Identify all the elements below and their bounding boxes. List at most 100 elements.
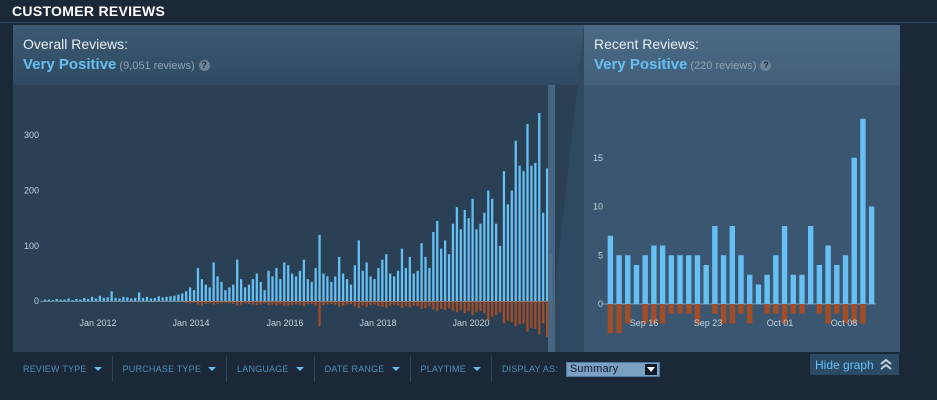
recent-summary-text[interactable]: Very Positive	[594, 56, 688, 73]
display-as-select[interactable]: Summary	[565, 361, 660, 377]
negative-bar[interactable]	[326, 301, 329, 305]
positive-bar[interactable]	[455, 207, 459, 302]
positive-bar[interactable]	[275, 268, 278, 302]
positive-bar[interactable]	[471, 198, 474, 302]
positive-bar[interactable]	[137, 292, 141, 302]
negative-bar[interactable]	[447, 301, 451, 309]
negative-bar[interactable]	[251, 301, 255, 305]
positive-bar[interactable]	[188, 287, 192, 302]
positive-bar[interactable]	[114, 297, 117, 302]
positive-bar[interactable]	[220, 281, 223, 302]
negative-bar[interactable]	[471, 301, 474, 316]
negative-bar[interactable]	[659, 304, 666, 324]
negative-bar[interactable]	[747, 304, 753, 324]
positive-bar[interactable]	[310, 281, 313, 302]
positive-bar[interactable]	[467, 218, 470, 302]
filter-playtime[interactable]: PLAYTIME	[411, 356, 492, 382]
negative-bar[interactable]	[834, 304, 840, 314]
positive-bar[interactable]	[747, 274, 753, 304]
negative-bar[interactable]	[314, 301, 317, 306]
negative-bar[interactable]	[196, 301, 200, 305]
positive-bar[interactable]	[816, 265, 823, 304]
positive-bar[interactable]	[47, 299, 51, 302]
positive-bar[interactable]	[322, 273, 325, 302]
negative-bar[interactable]	[510, 301, 513, 323]
negative-bar[interactable]	[825, 304, 831, 324]
positive-bar[interactable]	[255, 273, 258, 302]
negative-bar[interactable]	[208, 301, 211, 304]
negative-bar[interactable]	[738, 304, 744, 314]
positive-bar[interactable]	[514, 140, 517, 302]
negative-bar[interactable]	[483, 301, 486, 314]
positive-bar[interactable]	[451, 223, 455, 302]
negative-bar[interactable]	[625, 304, 631, 324]
positive-bar[interactable]	[196, 268, 200, 302]
negative-bar[interactable]	[842, 304, 849, 324]
positive-bar[interactable]	[263, 290, 266, 302]
negative-bar[interactable]	[271, 301, 274, 305]
negative-bar[interactable]	[773, 304, 779, 314]
positive-bar[interactable]	[502, 171, 506, 302]
positive-bar[interactable]	[755, 284, 762, 305]
negative-bar[interactable]	[651, 304, 657, 324]
positive-bar[interactable]	[412, 273, 415, 302]
negative-bar[interactable]	[239, 301, 243, 305]
negative-bar[interactable]	[851, 304, 857, 324]
negative-bar[interactable]	[212, 301, 215, 305]
positive-bar[interactable]	[126, 297, 129, 302]
negative-bar[interactable]	[668, 304, 675, 314]
positive-bar[interactable]	[271, 276, 274, 302]
overall-reviews-chart[interactable]: 0 100 200 300 Jan 2012 Jan 2014 Jan 2016 Jan 20…	[13, 85, 584, 352]
negative-bar[interactable]	[522, 301, 525, 324]
positive-bar[interactable]	[651, 245, 657, 305]
negative-bar[interactable]	[310, 301, 313, 305]
positive-bar[interactable]	[134, 297, 137, 302]
negative-bar[interactable]	[369, 301, 372, 306]
positive-bar[interactable]	[251, 279, 255, 302]
positive-bar[interactable]	[314, 268, 317, 302]
positive-bar[interactable]	[208, 287, 211, 302]
positive-bar[interactable]	[232, 284, 235, 302]
positive-bar[interactable]	[353, 265, 357, 302]
negative-bar[interactable]	[192, 301, 196, 303]
negative-bar[interactable]	[475, 301, 478, 313]
positive-bar[interactable]	[318, 234, 321, 302]
negative-bar[interactable]	[200, 301, 204, 306]
negative-bar[interactable]	[243, 301, 247, 304]
negative-bar[interactable]	[232, 301, 235, 305]
positive-bar[interactable]	[141, 297, 145, 302]
positive-bar[interactable]	[868, 206, 875, 305]
positive-bar[interactable]	[149, 298, 153, 302]
positive-bar[interactable]	[181, 293, 184, 302]
positive-bar[interactable]	[90, 296, 94, 302]
positive-bar[interactable]	[703, 265, 709, 304]
negative-bar[interactable]	[263, 301, 266, 304]
positive-bar[interactable]	[224, 290, 227, 302]
positive-bar[interactable]	[55, 299, 58, 302]
negative-bar[interactable]	[220, 301, 223, 304]
negative-bar[interactable]	[408, 301, 411, 308]
positive-bar[interactable]	[432, 232, 435, 302]
filter-purchase-type[interactable]: PURCHASE TYPE	[113, 356, 228, 382]
positive-bar[interactable]	[381, 259, 384, 302]
positive-bar[interactable]	[526, 124, 529, 302]
positive-bar[interactable]	[59, 299, 62, 302]
question-icon[interactable]: ?	[198, 60, 210, 71]
positive-bar[interactable]	[283, 262, 286, 302]
positive-bar[interactable]	[165, 296, 168, 302]
negative-bar[interactable]	[385, 301, 388, 308]
positive-bar[interactable]	[447, 254, 451, 302]
positive-bar[interactable]	[440, 248, 443, 302]
positive-bar[interactable]	[161, 297, 164, 302]
positive-bar[interactable]	[428, 268, 431, 302]
negative-bar[interactable]	[498, 301, 502, 313]
positive-bar[interactable]	[302, 259, 306, 302]
positive-bar[interactable]	[659, 245, 666, 305]
positive-bar[interactable]	[834, 265, 840, 304]
positive-bar[interactable]	[385, 254, 388, 302]
negative-bar[interactable]	[247, 301, 251, 305]
negative-bar[interactable]	[526, 301, 529, 332]
negative-bar[interactable]	[290, 301, 294, 306]
positive-bar[interactable]	[373, 279, 376, 302]
negative-bar[interactable]	[729, 304, 735, 324]
